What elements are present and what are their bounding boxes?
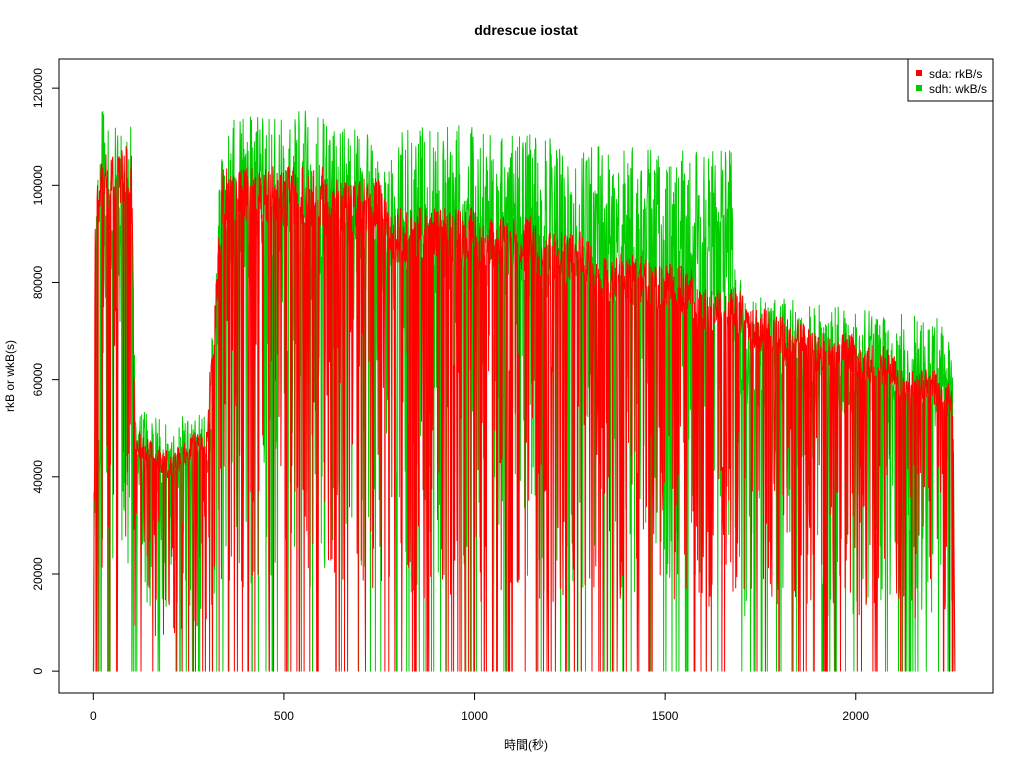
x-tick-label: 1500 (652, 709, 679, 723)
x-tick-label: 500 (274, 709, 294, 723)
y-tick-label: 100000 (31, 165, 45, 205)
y-tick-label: 80000 (31, 265, 45, 299)
legend-swatch-sda (916, 70, 922, 76)
y-axis-label: rkB or wkB(s) (3, 340, 17, 412)
x-tick-label: 1000 (461, 709, 488, 723)
y-tick-label: 60000 (31, 363, 45, 397)
y-tick-label: 120000 (31, 68, 45, 108)
legend-box (907, 58, 994, 102)
data-layer (92, 110, 956, 672)
chart-title: ddrescue iostat (474, 22, 578, 38)
x-axis-label: 時間(秒) (504, 738, 548, 752)
y-tick-label: 40000 (31, 460, 45, 494)
legend-swatch-sdh (916, 85, 922, 91)
legend: sda: rkB/s sdh: wkB/s (907, 58, 994, 102)
y-axis: 0 20000 40000 60000 80000 100000 120000 (31, 68, 60, 674)
legend-label-sdh: sdh: wkB/s (929, 82, 987, 96)
legend-label-sda: sda: rkB/s (929, 67, 982, 81)
x-tick-label: 0 (90, 709, 97, 723)
y-tick-label: 0 (31, 667, 45, 674)
x-tick-label: 2000 (842, 709, 869, 723)
x-axis: 0 500 1000 1500 2000 (90, 692, 869, 723)
series-line-sda (93, 146, 956, 672)
y-tick-label: 20000 (31, 557, 45, 591)
